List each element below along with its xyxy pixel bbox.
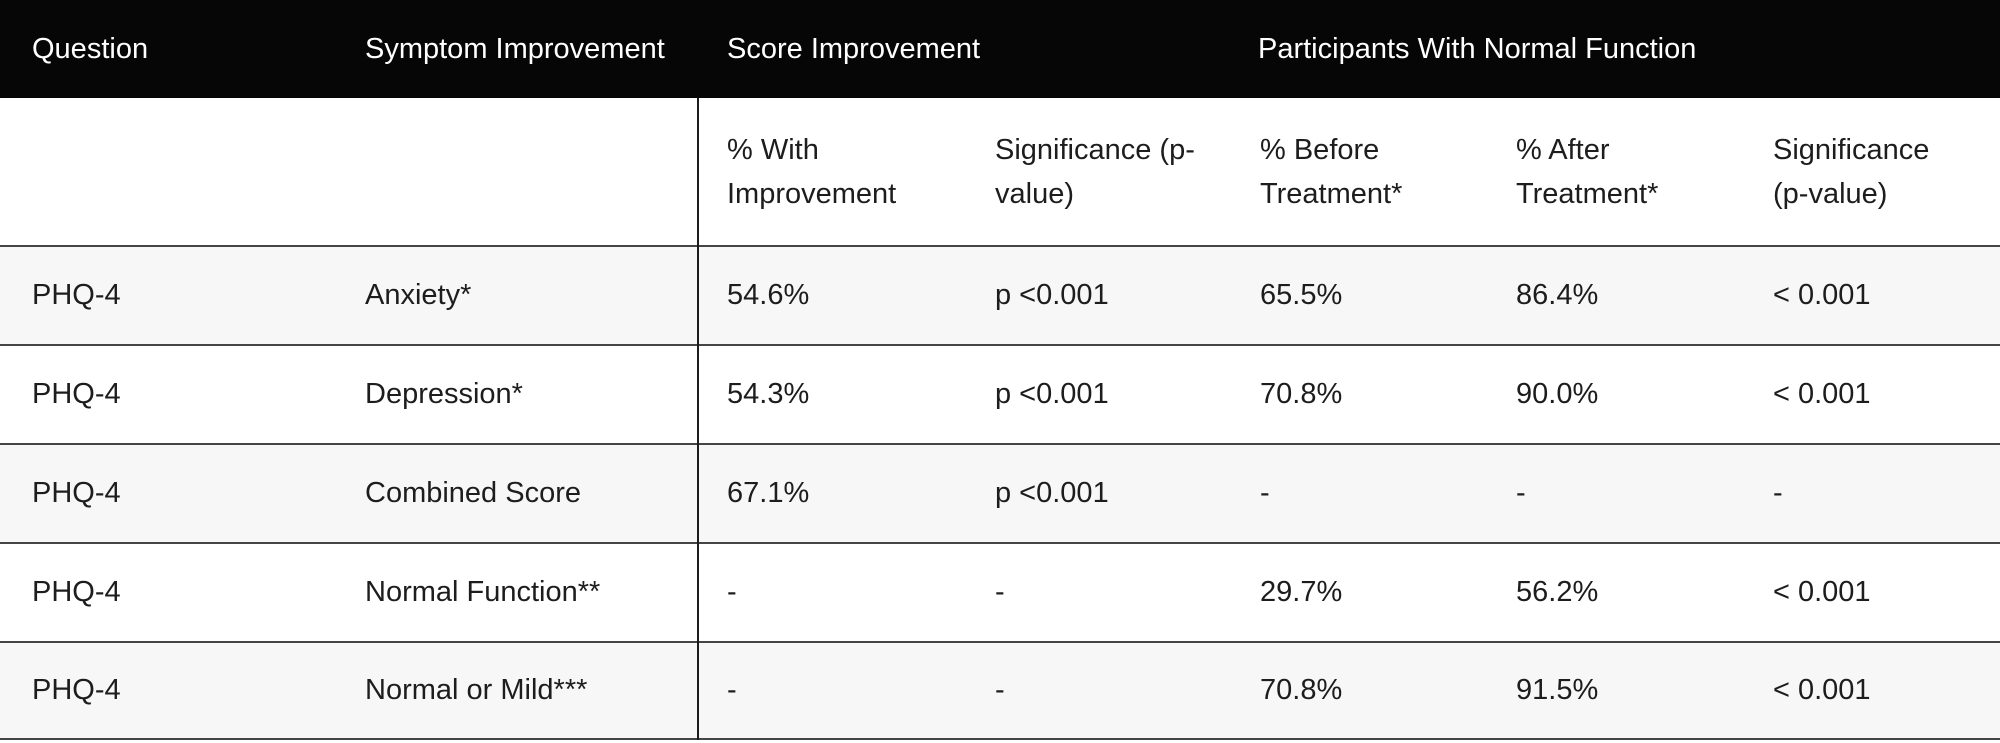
subheader-pct-after-treatment: % After Treatment*	[1486, 128, 1743, 216]
subheader-line: Treatment*	[1516, 177, 1659, 210]
cell-question: PHQ-4	[32, 378, 121, 410]
cell-pct-improvement: -	[727, 674, 737, 706]
cell-pct-before: 70.8%	[1260, 674, 1343, 706]
cell-significance-score: p <0.001	[995, 279, 1109, 311]
cell-significance-participants: < 0.001	[1773, 378, 1871, 410]
cell-pct-improvement: 67.1%	[727, 477, 810, 509]
subheader-line: value)	[995, 177, 1074, 210]
header-participants-normal-function: Participants With Normal Function	[1258, 32, 1697, 65]
cell-significance-score: p <0.001	[995, 477, 1109, 509]
cell-symptom: Combined Score	[365, 477, 581, 509]
table-row: PHQ-4 Combined Score 67.1% p <0.001 - - …	[0, 443, 2000, 542]
header-question: Question	[32, 32, 149, 65]
header-score-improvement: Score Improvement	[727, 32, 981, 65]
cell-pct-before: 29.7%	[1260, 576, 1343, 608]
table-row: PHQ-4 Depression* 54.3% p <0.001 70.8% 9…	[0, 344, 2000, 443]
header-symptom-improvement: Symptom Improvement	[365, 32, 665, 65]
cell-significance-participants: -	[1773, 477, 1783, 509]
cell-pct-after: 56.2%	[1516, 576, 1599, 608]
cell-pct-improvement: -	[727, 576, 737, 608]
subheader-line: Significance (p-	[995, 133, 1195, 166]
cell-pct-improvement: 54.3%	[727, 378, 810, 410]
subheader-significance-participants: Significance (p-value)	[1743, 128, 2000, 216]
subheader-line: % With	[727, 133, 819, 166]
table-row: PHQ-4 Normal Function** - - 29.7% 56.2% …	[0, 542, 2000, 641]
cell-pct-before: -	[1260, 477, 1270, 509]
cell-pct-after: 91.5%	[1516, 674, 1599, 706]
table-row: PHQ-4 Anxiety* 54.6% p <0.001 65.5% 86.4…	[0, 245, 2000, 344]
cell-question: PHQ-4	[32, 576, 121, 608]
table-row: PHQ-4 Normal or Mild*** - - 70.8% 91.5% …	[0, 641, 2000, 740]
subheader-significance-score: Significance (p- value)	[965, 128, 1230, 216]
cell-pct-after: 86.4%	[1516, 279, 1599, 311]
subheader-line: Treatment*	[1260, 177, 1403, 210]
subheader-line: % Before	[1260, 133, 1380, 166]
cell-pct-before: 65.5%	[1260, 279, 1343, 311]
cell-pct-before: 70.8%	[1260, 378, 1343, 410]
subheader-line: % After	[1516, 133, 1610, 166]
subheader-line: (p-value)	[1773, 177, 1888, 210]
cell-pct-improvement: 54.6%	[727, 279, 810, 311]
cell-symptom: Depression*	[365, 378, 523, 410]
cell-significance-participants: < 0.001	[1773, 576, 1871, 608]
cell-pct-after: 90.0%	[1516, 378, 1599, 410]
table-header-row: Question Symptom Improvement Score Impro…	[0, 0, 2000, 98]
table-subheader-row: % With Improvement Significance (p- valu…	[0, 98, 2000, 245]
cell-significance-score: -	[995, 674, 1005, 706]
cell-pct-after: -	[1516, 477, 1526, 509]
cell-question: PHQ-4	[32, 674, 121, 706]
cell-significance-participants: < 0.001	[1773, 279, 1871, 311]
cell-symptom: Normal or Mild***	[365, 674, 588, 706]
subheader-pct-with-improvement: % With Improvement	[697, 128, 965, 216]
cell-symptom: Normal Function**	[365, 576, 601, 608]
subheader-line: Improvement	[727, 177, 897, 210]
cell-question: PHQ-4	[32, 477, 121, 509]
cell-question: PHQ-4	[32, 279, 121, 311]
cell-significance-participants: < 0.001	[1773, 674, 1871, 706]
cell-symptom: Anxiety*	[365, 279, 472, 311]
subheader-line: Significance	[1773, 133, 1930, 166]
cell-significance-score: p <0.001	[995, 378, 1109, 410]
column-divider	[697, 98, 699, 740]
subheader-pct-before-treatment: % Before Treatment*	[1230, 128, 1486, 216]
cell-significance-score: -	[995, 576, 1005, 608]
